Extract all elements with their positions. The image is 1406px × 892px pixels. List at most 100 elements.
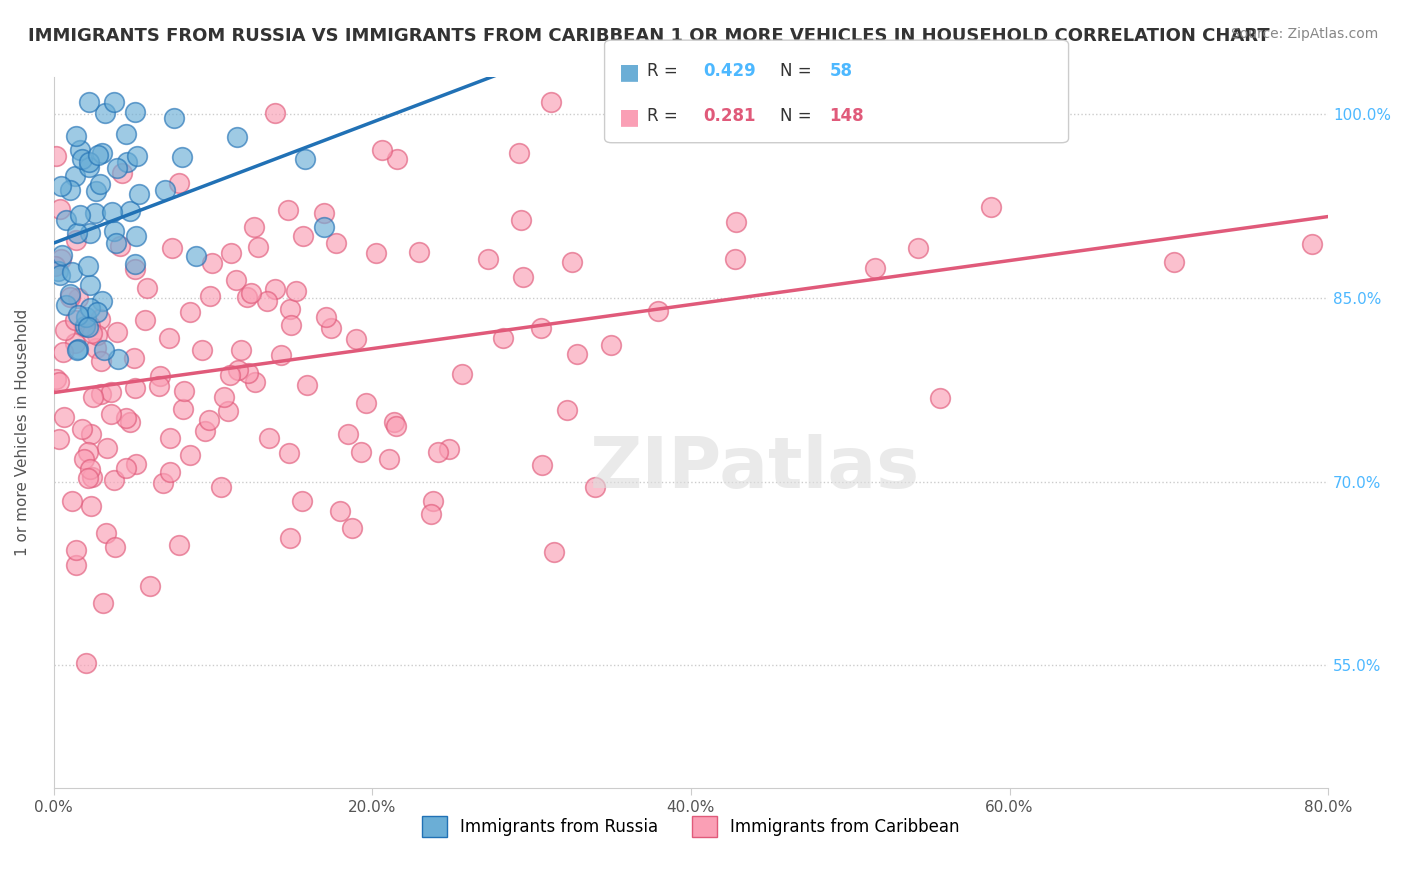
Text: IMMIGRANTS FROM RUSSIA VS IMMIGRANTS FROM CARIBBEAN 1 OR MORE VEHICLES IN HOUSEH: IMMIGRANTS FROM RUSSIA VS IMMIGRANTS FRO…: [28, 27, 1270, 45]
Point: [336, 427, 359, 442]
Text: ZIPatlas: ZIPatlas: [589, 434, 920, 503]
Point: [723, 252, 745, 266]
Point: [55, 298, 77, 312]
Point: [115, 155, 138, 169]
Point: [157, 331, 180, 345]
Point: [55, 213, 77, 227]
Point: [115, 127, 138, 141]
Point: [118, 415, 141, 429]
Point: [134, 313, 156, 327]
Legend: Immigrants from Russia, Immigrants from Caribbean: Immigrants from Russia, Immigrants from …: [415, 810, 966, 844]
Point: [125, 458, 148, 472]
Point: [194, 425, 217, 439]
Point: [243, 220, 266, 235]
Point: [79, 227, 101, 241]
Point: [90, 387, 112, 401]
Point: [724, 215, 747, 229]
Point: [225, 273, 247, 287]
Point: [247, 240, 270, 254]
Point: [65, 543, 87, 558]
Point: [278, 302, 301, 317]
Point: [928, 392, 950, 406]
Point: [100, 384, 122, 399]
Text: 58: 58: [830, 62, 852, 80]
Point: [169, 176, 191, 190]
Point: [198, 289, 221, 303]
Point: [84, 184, 107, 198]
Point: [115, 411, 138, 425]
Point: [66, 343, 89, 357]
Point: [65, 233, 87, 247]
Point: [179, 305, 201, 319]
Point: [221, 245, 243, 260]
Point: [245, 376, 267, 390]
Point: [139, 579, 162, 593]
Point: [86, 305, 108, 319]
Point: [270, 348, 292, 362]
Point: [51, 252, 73, 267]
Point: [79, 462, 101, 476]
Point: [75, 319, 97, 334]
Text: 0.429: 0.429: [703, 62, 756, 80]
Point: [278, 532, 301, 546]
Point: [49, 202, 72, 216]
Point: [66, 227, 89, 241]
Point: [60, 493, 83, 508]
Point: [90, 354, 112, 368]
Text: N =: N =: [780, 62, 817, 80]
Point: [561, 254, 583, 268]
Point: [45, 149, 67, 163]
Point: [111, 166, 134, 180]
Point: [451, 368, 474, 382]
Point: [314, 205, 336, 219]
Point: [66, 291, 89, 305]
Point: [492, 331, 515, 345]
Point: [477, 252, 499, 266]
Point: [45, 372, 67, 386]
Point: [65, 558, 87, 573]
Point: [55, 323, 77, 337]
Point: [91, 596, 114, 610]
Point: [48, 432, 70, 446]
Point: [217, 403, 239, 417]
Point: [437, 442, 460, 456]
Point: [49, 268, 72, 283]
Point: [290, 493, 312, 508]
Point: [82, 390, 104, 404]
Point: [294, 152, 316, 166]
Point: [543, 545, 565, 559]
Point: [77, 155, 100, 169]
Point: [295, 378, 318, 392]
Point: [79, 319, 101, 334]
Point: [240, 286, 263, 301]
Point: [647, 304, 669, 318]
Point: [125, 149, 148, 163]
Point: [125, 228, 148, 243]
Point: [420, 508, 443, 522]
Point: [211, 480, 233, 494]
Point: [340, 521, 363, 535]
Point: [65, 129, 87, 144]
Point: [148, 379, 170, 393]
Point: [382, 415, 405, 429]
Point: [77, 161, 100, 175]
Point: [107, 352, 129, 367]
Point: [77, 259, 100, 273]
Point: [277, 203, 299, 218]
Point: [124, 257, 146, 271]
Point: [73, 319, 96, 334]
Text: 0.281: 0.281: [703, 107, 755, 125]
Point: [51, 179, 73, 194]
Point: [82, 469, 104, 483]
Point: [354, 395, 377, 409]
Point: [278, 446, 301, 460]
Point: [200, 256, 222, 270]
Point: [427, 444, 450, 458]
Point: [170, 150, 193, 164]
Point: [371, 143, 394, 157]
Text: R =: R =: [647, 107, 683, 125]
Point: [128, 187, 150, 202]
Point: [60, 265, 83, 279]
Point: [70, 421, 93, 435]
Point: [59, 286, 82, 301]
